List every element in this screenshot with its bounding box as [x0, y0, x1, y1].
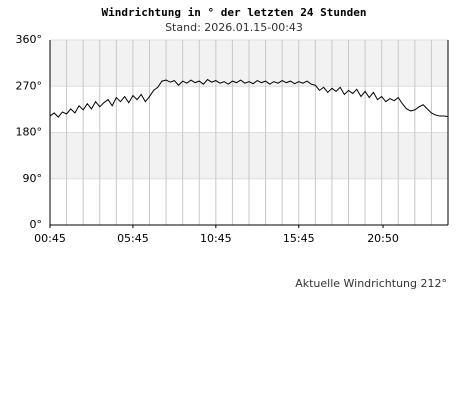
y-tick-label: 90° — [23, 172, 43, 185]
annotation: Aktuelle Windrichtung 212° — [295, 277, 447, 290]
x-tick-label: 15:45 — [283, 232, 315, 245]
x-tick-label: 05:45 — [117, 232, 149, 245]
y-tick-label: 0° — [30, 218, 43, 231]
y-tick-label: 360° — [16, 33, 43, 46]
chart-title: Windrichtung in ° der letzten 24 Stunden — [102, 6, 367, 19]
x-tick-label: 20:50 — [367, 232, 399, 245]
y-tick-label: 180° — [16, 126, 43, 139]
y-tick-label: 270° — [16, 79, 43, 92]
x-tick-label: 10:45 — [200, 232, 232, 245]
x-tick-label: 00:45 — [34, 232, 66, 245]
chart-subtitle: Stand: 2026.01.15-00:43 — [165, 21, 303, 34]
data-line — [49, 78, 449, 118]
